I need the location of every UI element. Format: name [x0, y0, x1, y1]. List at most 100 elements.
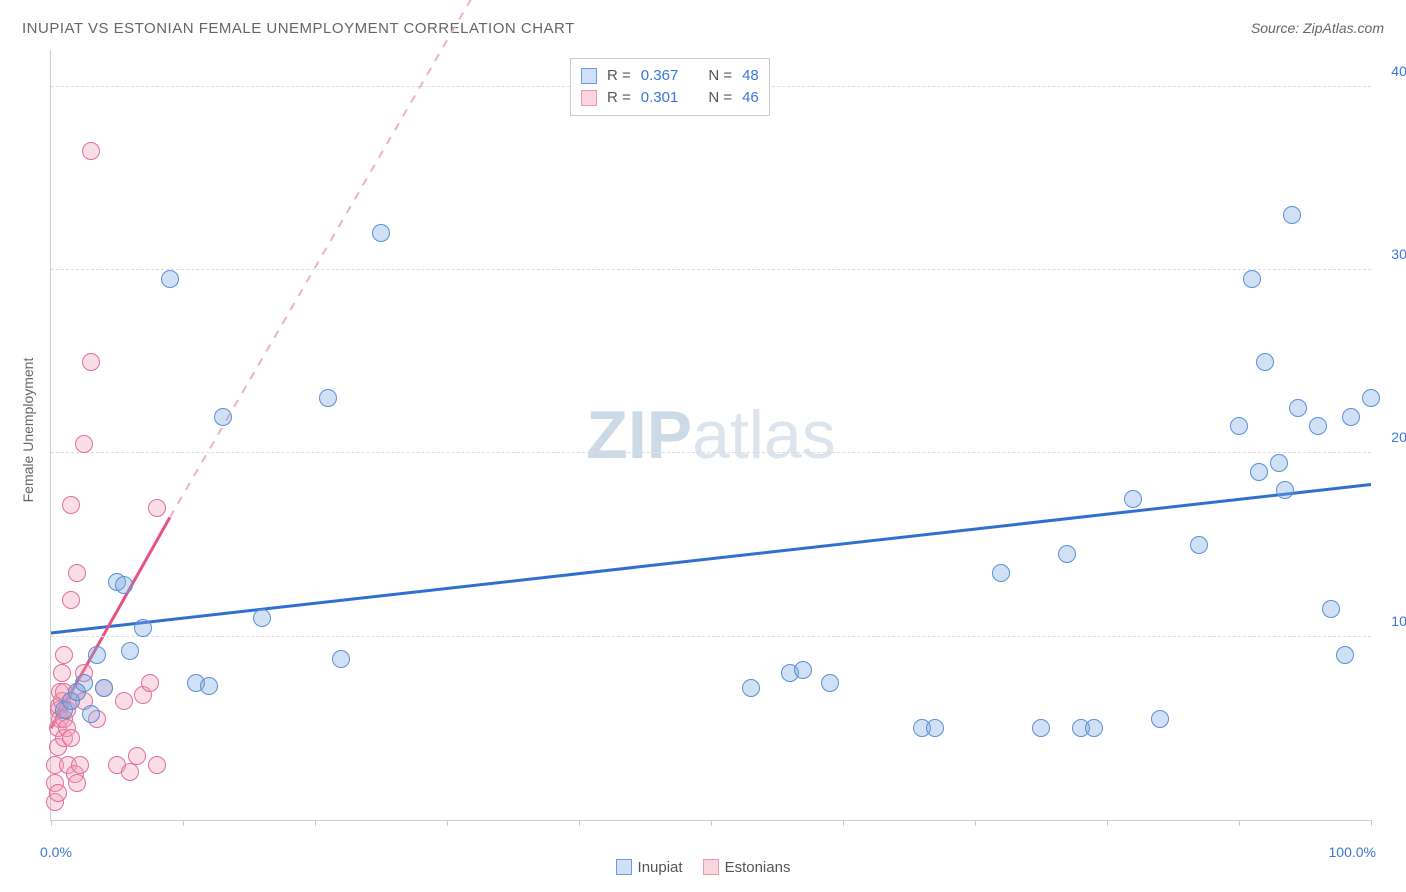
trend-lines-layer — [51, 50, 1371, 820]
data-point — [926, 719, 944, 737]
data-point — [1243, 270, 1261, 288]
data-point — [71, 756, 89, 774]
data-point — [1151, 710, 1169, 728]
data-point — [1230, 417, 1248, 435]
data-point — [1190, 536, 1208, 554]
source-credit: Source: ZipAtlas.com — [1251, 20, 1384, 36]
legend-swatch — [581, 90, 597, 106]
data-point — [55, 646, 73, 664]
x-tick — [315, 820, 316, 826]
x-tick — [1239, 820, 1240, 826]
y-tick-label: 20.0% — [1376, 429, 1406, 445]
data-point — [82, 353, 100, 371]
data-point — [253, 609, 271, 627]
legend-row: R = 0.367 N = 48 — [581, 65, 759, 87]
data-point — [372, 224, 390, 242]
data-point — [1322, 600, 1340, 618]
series-legend-label: Estonians — [725, 859, 791, 876]
data-point — [68, 774, 86, 792]
data-point — [1058, 545, 1076, 563]
data-point — [128, 747, 146, 765]
data-point — [1289, 399, 1307, 417]
data-point — [821, 674, 839, 692]
data-point — [200, 677, 218, 695]
x-tick — [1107, 820, 1108, 826]
data-point — [1309, 417, 1327, 435]
legend-n-value: 46 — [742, 87, 759, 109]
x-tick — [843, 820, 844, 826]
data-point — [115, 576, 133, 594]
data-point — [1085, 719, 1103, 737]
data-point — [141, 674, 159, 692]
data-point — [319, 389, 337, 407]
data-point — [75, 435, 93, 453]
legend-n-value: 48 — [742, 65, 759, 87]
y-tick-label: 40.0% — [1376, 63, 1406, 79]
legend-swatch — [703, 859, 719, 875]
x-tick — [975, 820, 976, 826]
data-point — [95, 679, 113, 697]
y-axis-label: Female Unemployment — [20, 358, 36, 503]
x-tick — [447, 820, 448, 826]
x-tick — [183, 820, 184, 826]
data-point — [68, 564, 86, 582]
x-tick — [711, 820, 712, 826]
series-legend-label: Inupiat — [638, 859, 683, 876]
data-point — [332, 650, 350, 668]
data-point — [62, 591, 80, 609]
data-point — [148, 756, 166, 774]
y-tick-label: 10.0% — [1376, 613, 1406, 629]
y-tick-label: 30.0% — [1376, 246, 1406, 262]
data-point — [121, 763, 139, 781]
data-point — [62, 496, 80, 514]
x-tick — [51, 820, 52, 826]
data-point — [214, 408, 232, 426]
data-point — [82, 142, 100, 160]
data-point — [1336, 646, 1354, 664]
data-point — [161, 270, 179, 288]
trend-line — [51, 485, 1371, 634]
data-point — [82, 705, 100, 723]
data-point — [992, 564, 1010, 582]
gridline — [51, 269, 1371, 270]
gridline — [51, 452, 1371, 453]
data-point — [134, 619, 152, 637]
data-point — [794, 661, 812, 679]
x-tick-min: 0.0% — [40, 844, 72, 860]
data-point — [1270, 454, 1288, 472]
data-point — [1342, 408, 1360, 426]
scatter-plot-area: ZIPatlas 10.0%20.0%30.0%40.0% — [50, 50, 1371, 821]
series-legend-item: Inupiat — [616, 859, 683, 876]
legend-r-label: R = — [607, 87, 631, 109]
series-legend: Inupiat Estonians — [0, 859, 1406, 876]
data-point — [1276, 481, 1294, 499]
legend-swatch — [616, 859, 632, 875]
data-point — [1283, 206, 1301, 224]
data-point — [1256, 353, 1274, 371]
legend-n-label: N = — [708, 65, 732, 87]
data-point — [53, 664, 71, 682]
legend-n-label: N = — [708, 87, 732, 109]
correlation-legend: R = 0.367 N = 48 R = 0.301 N = 46 — [570, 58, 770, 116]
data-point — [1250, 463, 1268, 481]
gridline — [51, 636, 1371, 637]
data-point — [1362, 389, 1380, 407]
legend-r-label: R = — [607, 65, 631, 87]
data-point — [1032, 719, 1050, 737]
legend-r-value: 0.367 — [641, 65, 679, 87]
legend-r-value: 0.301 — [641, 87, 679, 109]
series-legend-item: Estonians — [703, 859, 791, 876]
chart-title: INUPIAT VS ESTONIAN FEMALE UNEMPLOYMENT … — [22, 20, 575, 37]
data-point — [49, 784, 67, 802]
x-tick — [579, 820, 580, 826]
trend-line — [170, 0, 474, 518]
x-tick-max: 100.0% — [1329, 844, 1376, 860]
data-point — [742, 679, 760, 697]
data-point — [62, 729, 80, 747]
data-point — [148, 499, 166, 517]
x-tick — [1371, 820, 1372, 826]
data-point — [115, 692, 133, 710]
data-point — [121, 642, 139, 660]
legend-row: R = 0.301 N = 46 — [581, 87, 759, 109]
legend-swatch — [581, 68, 597, 84]
